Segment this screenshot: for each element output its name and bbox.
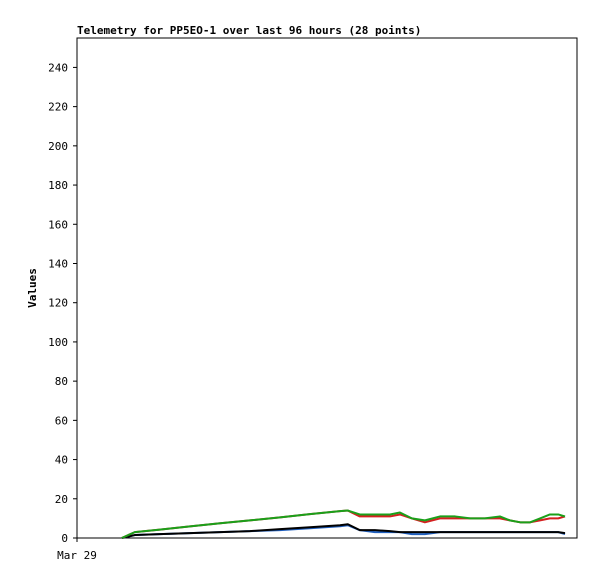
plot-frame [76,37,578,539]
y-tick-label: 180 [48,179,68,192]
y-tick-label: 220 [48,101,68,114]
y-tick-label: 20 [55,493,68,506]
y-tick-label: 240 [48,61,68,74]
chart-title: Telemetry for PP5EO-1 over last 96 hours… [77,24,421,37]
series-line [121,523,566,539]
y-tick-label: 0 [61,532,68,545]
y-tick-label: 140 [48,257,68,270]
y-tick-label: 100 [48,336,68,349]
y-tick-label: 80 [55,375,68,388]
y-tick-label: 40 [55,454,68,467]
series-line [121,509,566,539]
y-tick-label: 160 [48,218,68,231]
y-tick-label: 60 [55,414,68,427]
y-tick-label: 120 [48,297,68,310]
y-axis-label: Values [26,268,39,308]
x-tick-label: Mar 29 [57,549,97,562]
y-tick-label: 200 [48,140,68,153]
